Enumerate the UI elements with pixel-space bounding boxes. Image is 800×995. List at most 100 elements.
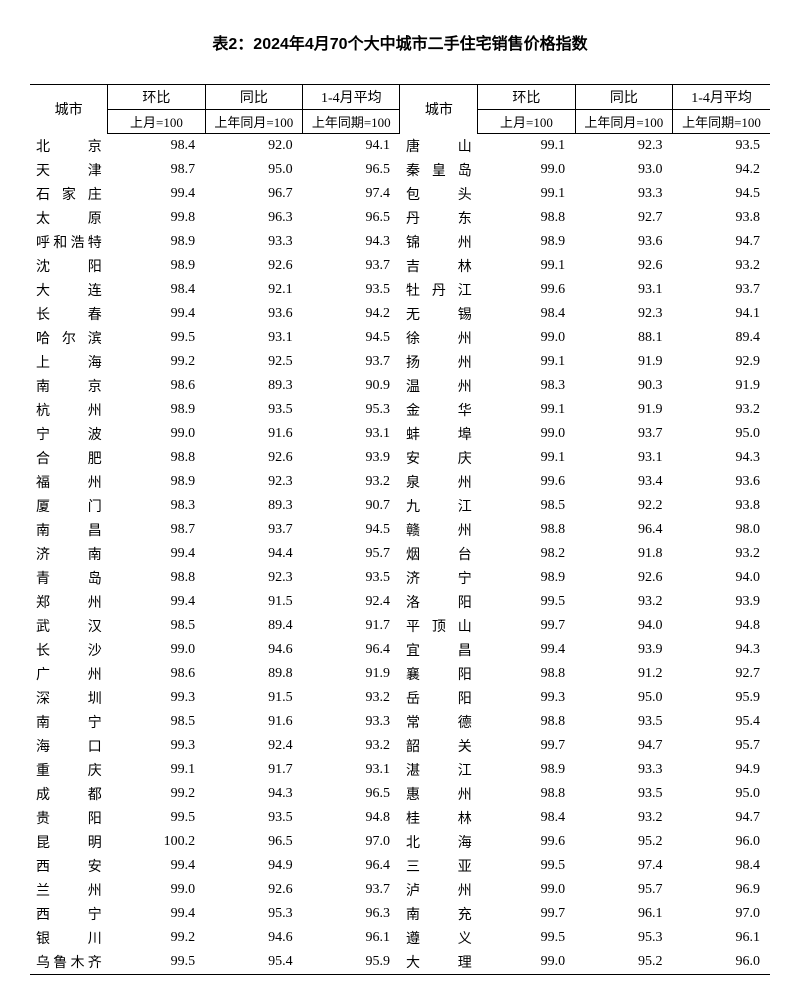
city-cell: 乌鲁木齐	[30, 950, 108, 975]
yoy-cell: 95.2	[575, 830, 672, 854]
city-cell: 蚌 埠	[400, 422, 478, 446]
yoy-cell: 95.7	[575, 878, 672, 902]
mom-cell: 98.9	[478, 758, 575, 782]
city-cell: 天 津	[30, 158, 108, 182]
yoy-cell: 96.5	[205, 830, 302, 854]
mom-cell: 98.8	[478, 710, 575, 734]
city-cell: 杭 州	[30, 398, 108, 422]
yoy-cell: 92.3	[575, 134, 672, 158]
table-row: 海 口99.392.493.2韶 关99.794.795.7	[30, 734, 770, 758]
yoy-cell: 93.1	[575, 446, 672, 470]
city-cell: 厦 门	[30, 494, 108, 518]
city-cell: 洛 阳	[400, 590, 478, 614]
avg-cell: 93.2	[303, 734, 400, 758]
city-cell: 成 都	[30, 782, 108, 806]
city-cell: 重 庆	[30, 758, 108, 782]
avg-cell: 91.9	[303, 662, 400, 686]
avg-cell: 92.7	[673, 662, 770, 686]
table-row: 广 州98.689.891.9襄 阳98.891.292.7	[30, 662, 770, 686]
yoy-cell: 93.2	[575, 590, 672, 614]
avg-cell: 93.7	[303, 878, 400, 902]
mom-cell: 98.9	[108, 470, 205, 494]
avg-cell: 94.9	[673, 758, 770, 782]
mom-cell: 99.2	[108, 782, 205, 806]
avg-cell: 96.1	[303, 926, 400, 950]
avg-cell: 96.9	[673, 878, 770, 902]
table-row: 太 原99.896.396.5丹 东98.892.793.8	[30, 206, 770, 230]
city-cell: 昆 明	[30, 830, 108, 854]
yoy-cell: 93.4	[575, 470, 672, 494]
city-cell: 三 亚	[400, 854, 478, 878]
table-row: 福 州98.992.393.2泉 州99.693.493.6	[30, 470, 770, 494]
avg-cell: 96.0	[673, 830, 770, 854]
city-cell: 平 顶 山	[400, 614, 478, 638]
avg-cell: 96.0	[673, 950, 770, 975]
mom-cell: 98.4	[478, 302, 575, 326]
mom-cell: 98.9	[108, 230, 205, 254]
mom-cell: 98.8	[108, 446, 205, 470]
city-cell: 岳 阳	[400, 686, 478, 710]
yoy-cell: 92.6	[205, 254, 302, 278]
avg-cell: 96.5	[303, 158, 400, 182]
mom-cell: 99.4	[108, 902, 205, 926]
city-cell: 北 京	[30, 134, 108, 158]
city-cell: 石 家 庄	[30, 182, 108, 206]
mom-cell: 98.7	[108, 158, 205, 182]
yoy-cell: 93.7	[205, 518, 302, 542]
table-row: 合 肥98.892.693.9安 庆99.193.194.3	[30, 446, 770, 470]
avg-cell: 98.4	[673, 854, 770, 878]
mom-cell: 98.9	[108, 254, 205, 278]
city-cell: 南 昌	[30, 518, 108, 542]
yoy-cell: 91.9	[575, 398, 672, 422]
table-row: 宁 波99.091.693.1蚌 埠99.093.795.0	[30, 422, 770, 446]
avg-cell: 90.7	[303, 494, 400, 518]
yoy-cell: 93.6	[205, 302, 302, 326]
city-cell: 吉 林	[400, 254, 478, 278]
city-cell: 贵 阳	[30, 806, 108, 830]
avg-cell: 93.3	[303, 710, 400, 734]
yoy-cell: 92.2	[575, 494, 672, 518]
yoy-cell: 97.4	[575, 854, 672, 878]
mom-cell: 99.7	[478, 614, 575, 638]
mom-cell: 99.5	[108, 326, 205, 350]
city-cell: 包 头	[400, 182, 478, 206]
yoy-cell: 92.4	[205, 734, 302, 758]
header-city: 城市	[400, 85, 478, 134]
mom-cell: 98.5	[108, 614, 205, 638]
yoy-cell: 93.2	[575, 806, 672, 830]
city-cell: 金 华	[400, 398, 478, 422]
city-cell: 青 岛	[30, 566, 108, 590]
avg-cell: 92.4	[303, 590, 400, 614]
avg-cell: 94.8	[303, 806, 400, 830]
yoy-cell: 91.8	[575, 542, 672, 566]
yoy-cell: 95.3	[205, 902, 302, 926]
yoy-cell: 94.3	[205, 782, 302, 806]
yoy-cell: 93.5	[575, 782, 672, 806]
avg-cell: 96.4	[303, 854, 400, 878]
table-row: 成 都99.294.396.5惠 州98.893.595.0	[30, 782, 770, 806]
header-avg-sub: 上年同期=100	[303, 110, 400, 134]
table-row: 北 京98.492.094.1唐 山99.192.393.5	[30, 134, 770, 158]
avg-cell: 94.3	[303, 230, 400, 254]
avg-cell: 93.5	[303, 566, 400, 590]
table-row: 哈 尔 滨99.593.194.5徐 州99.088.189.4	[30, 326, 770, 350]
mom-cell: 99.5	[108, 806, 205, 830]
city-cell: 广 州	[30, 662, 108, 686]
avg-cell: 93.8	[673, 206, 770, 230]
avg-cell: 94.3	[673, 638, 770, 662]
table-row: 济 南99.494.495.7烟 台98.291.893.2	[30, 542, 770, 566]
city-cell: 大 理	[400, 950, 478, 975]
city-cell: 哈 尔 滨	[30, 326, 108, 350]
table-row: 西 安99.494.996.4三 亚99.597.498.4	[30, 854, 770, 878]
avg-cell: 94.2	[673, 158, 770, 182]
city-cell: 济 宁	[400, 566, 478, 590]
table-row: 厦 门98.389.390.7九 江98.592.293.8	[30, 494, 770, 518]
yoy-cell: 92.5	[205, 350, 302, 374]
yoy-cell: 91.5	[205, 686, 302, 710]
avg-cell: 96.5	[303, 782, 400, 806]
city-cell: 呼和浩特	[30, 230, 108, 254]
avg-cell: 97.0	[303, 830, 400, 854]
yoy-cell: 92.3	[205, 470, 302, 494]
yoy-cell: 96.1	[575, 902, 672, 926]
yoy-cell: 90.3	[575, 374, 672, 398]
